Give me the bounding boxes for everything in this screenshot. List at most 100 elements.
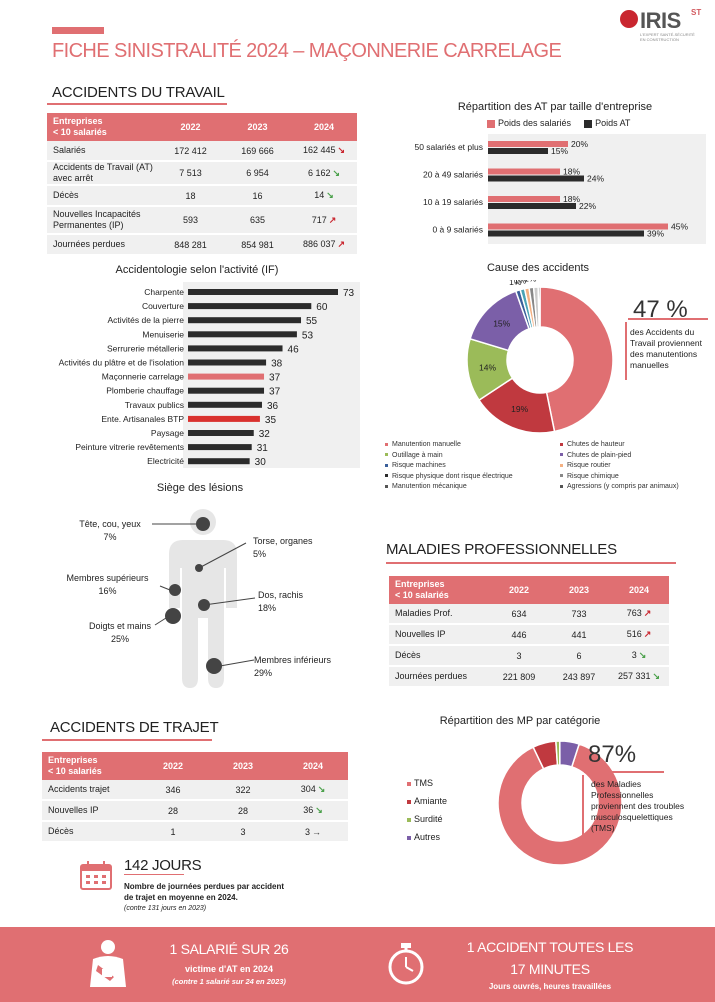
cause-divider-top (628, 318, 708, 320)
activite-bar (188, 317, 302, 324)
activite-bar (188, 289, 338, 295)
trend-arrow-icon: ↘ (652, 671, 661, 681)
pie-slice-label: 1% (509, 280, 522, 287)
activite-bar (188, 387, 265, 394)
trend-arrow-icon: ↗ (337, 239, 346, 249)
activite-bar-label: 60 (316, 302, 328, 313)
stopwatch-icon (388, 943, 424, 985)
taille-bar-at (488, 175, 584, 182)
taille-bar-label: 24% (587, 174, 604, 184)
calendar-icon (80, 861, 112, 890)
taille-bar-salaries (488, 141, 568, 147)
activite-bar-label: 38 (271, 359, 283, 370)
taille-bar-label: 45% (671, 222, 688, 232)
pie-slice-label: 14% (479, 363, 496, 373)
pie-slice-label: 1% (514, 280, 527, 285)
activite-bar (188, 345, 283, 352)
header-accent-bar (52, 27, 104, 34)
lesion-torse: Torse, organes 5% (253, 536, 313, 559)
taille-bar-label: 22% (579, 201, 596, 211)
table-row: Décès 3 6 3 ↘ (389, 646, 669, 667)
mp-table-header: Entreprises < 10 salariés 2022 2023 2024 (389, 576, 669, 604)
cause-legend-left: Manutention manuelle Outillage à main Risq… (385, 441, 513, 494)
jours-text: Nombre de journées perdues par accident … (124, 882, 285, 912)
page-title: FICHE SINISTRALITÉ 2024 – MAÇONNERIE CAR… (52, 40, 562, 62)
taille-bar-label: 18% (563, 194, 580, 204)
activite-chart: Charpente 73 Couverture 60 Activités de la p… (59, 282, 360, 468)
activite-category-label: Activités de la pierre (107, 315, 184, 325)
activite-bar (188, 373, 265, 380)
footer-right-sub: Jours ouvrés, heures travaillées (488, 982, 612, 991)
table-row: Nouvelles IP 446 441 516 ↗ (389, 625, 669, 646)
cause-chart-title: Cause des accidents (486, 262, 590, 274)
trajet-table: Entreprises < 10 salariés 2022 2023 2024… (42, 752, 348, 843)
cause-legend-item: Risque chimique (560, 473, 679, 484)
pie-slice (559, 740, 581, 768)
mp-cat-title: Répartition des MP par catégorie (439, 715, 601, 727)
pie-slice (539, 286, 614, 433)
activite-bar-label: 31 (257, 443, 269, 454)
trajet-section-title: ACCIDENTS DE TRAJET (50, 719, 219, 736)
activite-bar (188, 359, 267, 366)
taille-bar-at (488, 230, 644, 237)
activite-category-label: Couverture (142, 301, 184, 311)
lesion-membres-inf: Membres inférieurs 29% (254, 655, 332, 678)
activite-bar-label: 37 (269, 387, 281, 398)
activite-bar-label: 55 (306, 316, 318, 327)
jours-headline: 142 JOURS (124, 857, 202, 874)
cause-legend-item: Chutes de hauteur (560, 441, 679, 452)
taille-chart-title: Répartition des AT par taille d'entrepri… (457, 101, 653, 113)
taille-category-label: 10 à 19 salariés (423, 197, 483, 207)
footer-right-line2: 17 MINUTES (510, 961, 590, 977)
cause-legend-item: Manutention manuelle (385, 441, 513, 452)
lesion-tete: Tête, cou, yeux 7% (79, 519, 141, 542)
mp-section-underline (386, 562, 676, 564)
footer-banner: 1 SALARIÉ SUR 26 victime d'AT en 2024 (c… (0, 927, 715, 1002)
mp-table: Entreprises < 10 salariés 2022 2023 2024… (389, 576, 669, 688)
table-row: Journées perdues 221 809 243 897 257 331 ↘ (389, 667, 669, 688)
mp-big-pct: 87% (588, 741, 637, 768)
activite-bar (188, 458, 250, 465)
lesions-title: Siège des lésions (156, 482, 244, 494)
activite-bar-label: 35 (265, 415, 277, 426)
pie-slice-label: 19% (511, 404, 528, 414)
activite-bar-label: 73 (343, 288, 355, 299)
lesion-membres-sup: Membres supérieurs 16% (66, 573, 149, 596)
body-figure (152, 509, 256, 688)
lesion-dos: Dos, rachis 18% (258, 590, 304, 613)
activite-category-label: Peinture vitrerie revêtements (75, 442, 184, 452)
footer-left-headline: 1 SALARIÉ SUR 26 (169, 941, 289, 957)
trend-arrow-icon: ↘ (317, 784, 326, 794)
taille-category-label: 20 à 49 salariés (423, 170, 483, 180)
taille-bar-salaries (488, 223, 668, 230)
taille-bar-salaries (488, 196, 560, 202)
taille-bar-label: 15% (551, 146, 568, 156)
trend-arrow-icon: → (312, 826, 321, 837)
at-table-header: Entreprises < 10 salariés 2022 2023 2024 (47, 113, 357, 141)
activite-category-label: Menuiserie (142, 329, 184, 339)
legend-swatch-salaries (487, 119, 495, 128)
activite-category-label: Maçonnerie carrelage (102, 372, 184, 382)
pie-slice-label: 1% (524, 280, 537, 284)
taille-bar-label: 18% (563, 167, 580, 177)
activite-bar (188, 415, 260, 422)
activite-bar-label: 30 (255, 457, 267, 468)
activite-category-label: Charpente (144, 287, 184, 297)
taille-bar-label: 39% (647, 229, 664, 239)
table-row: Nouvelles Incapacités Permanentes (IP) 593… (47, 207, 357, 235)
activite-bar (188, 444, 252, 451)
activite-category-label: Serrurerie métallerie (107, 343, 184, 353)
cause-legend-item: Risque routier (560, 462, 679, 473)
activite-bar (188, 430, 254, 436)
mp-legend: TMS Amiante Surdité Autres (407, 776, 447, 845)
activite-bar-label: 37 (269, 373, 281, 384)
mp-donut: 6%1%5% (497, 740, 623, 866)
taille-bar-at (488, 203, 576, 209)
trend-arrow-icon: ↗ (328, 214, 337, 225)
activite-chart-title: Accidentologie selon l'activité (IF) (115, 264, 279, 276)
mp-divider-top (584, 771, 664, 773)
trend-arrow-icon: ↘ (332, 167, 341, 178)
table-row: Salariés 172 412 169 666 162 445 ↘ (47, 141, 357, 162)
table-row: Nouvelles IP 28 28 36 ↘ (42, 801, 348, 822)
taille-legend: Poids des salariés Poids AT (487, 118, 630, 128)
